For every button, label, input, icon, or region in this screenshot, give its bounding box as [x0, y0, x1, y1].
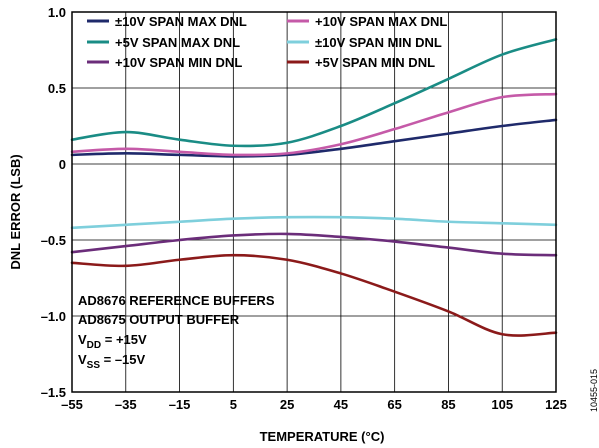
y-tick-label-3: 0 [59, 157, 66, 172]
x-tick-label-0: –55 [61, 397, 83, 412]
x-tick-label-4: 25 [280, 397, 294, 412]
legend-label-0: ±10V SPAN MAX DNL [115, 14, 247, 29]
x-tick-label-7: 85 [441, 397, 455, 412]
x-tick-label-6: 65 [387, 397, 401, 412]
annotation-2: AD8675 OUTPUT BUFFER [78, 312, 240, 327]
plot-frame [71, 11, 557, 393]
y-tick-label-2: –0.5 [41, 233, 66, 248]
x-tick-label-9: 125 [545, 397, 567, 412]
y-tick-label-4: 0.5 [48, 81, 66, 96]
x-tick-label-1: –35 [115, 397, 137, 412]
series-layer [70, 38, 558, 337]
series-line-3 [70, 215, 558, 230]
annotations: AD8676 REFERENCE BUFFERS AD8675 OUTPUT BU… [78, 293, 275, 371]
legend-label-2: +5V SPAN MAX DNL [115, 35, 240, 50]
y-tick-label-0: –1.5 [41, 385, 66, 400]
legend-label-1: +10V SPAN MAX DNL [315, 14, 447, 29]
annotation-1: AD8676 REFERENCE BUFFERS [78, 293, 275, 308]
x-tick-label-8: 105 [491, 397, 513, 412]
x-axis-label: TEMPERATURE (°C) [260, 429, 385, 444]
legend-label-3: ±10V SPAN MIN DNL [315, 35, 442, 50]
legend: ±10V SPAN MAX DNL +10V SPAN MAX DNL +5V SP… [87, 14, 447, 70]
y-tick-labels: –1.5 –1.0 –0.5 0 0.5 1.0 [41, 5, 66, 400]
series-line-1 [70, 92, 558, 157]
legend-label-4: +10V SPAN MIN DNL [115, 55, 242, 70]
x-tick-label-2: –15 [169, 397, 191, 412]
series-line-4 [70, 232, 558, 257]
x-tick-label-3: 5 [230, 397, 237, 412]
y-tick-label-5: 1.0 [48, 5, 66, 20]
series-line-0 [70, 118, 558, 158]
annotation-3: VDD = +15V [78, 332, 147, 351]
annotation-4: VSS = –15V [78, 352, 146, 371]
series-line-5 [70, 253, 558, 337]
y-tick-label-1: –1.0 [41, 309, 66, 324]
series-line-2 [70, 38, 558, 148]
figure-id: 10455-015 [589, 369, 599, 412]
y-axis-label: DNL ERROR (LSB) [8, 154, 23, 269]
x-tick-labels: –55 –35 –15 5 25 45 65 85 105 125 [61, 397, 567, 412]
x-tick-label-5: 45 [334, 397, 348, 412]
legend-label-5: +5V SPAN MIN DNL [315, 55, 435, 70]
